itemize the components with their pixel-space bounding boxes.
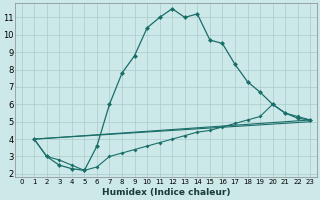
X-axis label: Humidex (Indice chaleur): Humidex (Indice chaleur): [102, 188, 230, 197]
